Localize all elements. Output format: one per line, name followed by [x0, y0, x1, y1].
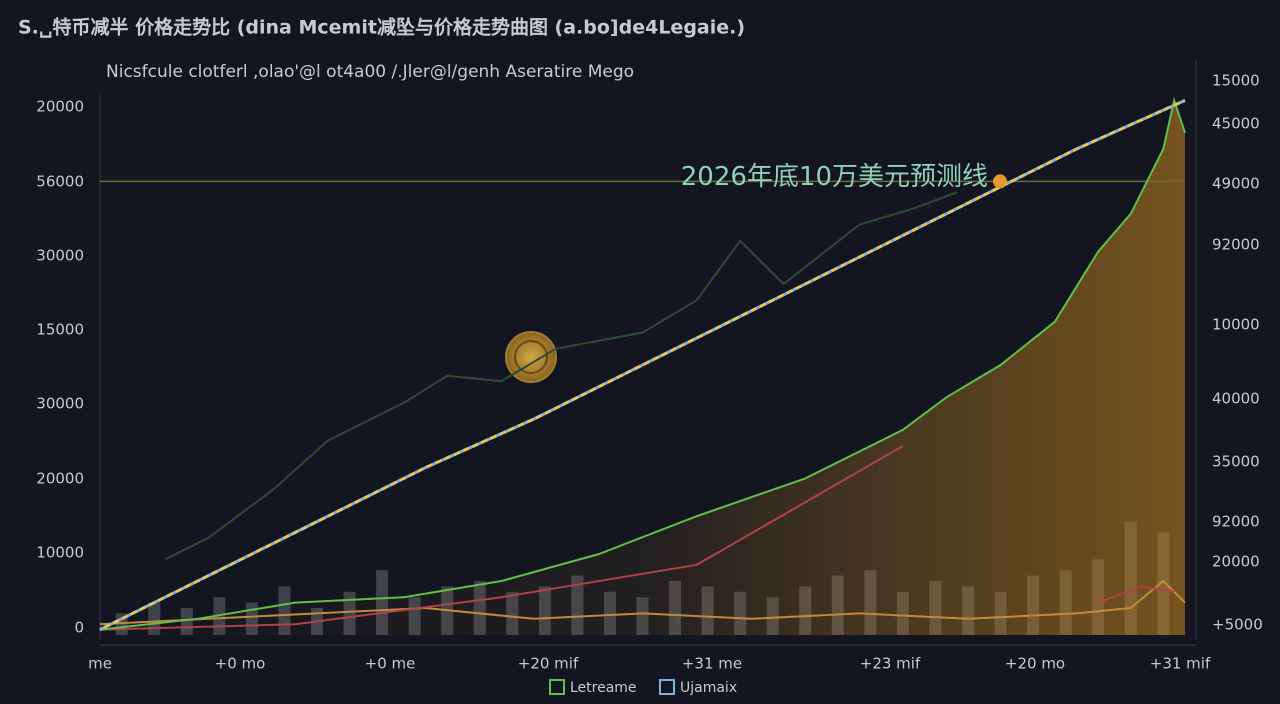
y2-tick-label: 49000	[1212, 175, 1260, 193]
chart-title: S.␣特币减半 价格走势比 (dina Mcemit减坠与价格走势曲图 (a.b…	[18, 16, 745, 39]
coin-icon	[505, 331, 557, 383]
y-tick-label: 30000	[36, 247, 84, 265]
y-tick-label: 15000	[36, 321, 84, 339]
y-tick-label: 0	[74, 619, 84, 637]
chart-subtitle: Nicsfcule clotferl ,olao'@l ot4a00 /.Jle…	[106, 62, 634, 82]
annotation-text: 2026年底10万美元预测线	[681, 162, 988, 192]
legend-label: Letreame	[570, 680, 637, 696]
legend-swatch	[659, 679, 675, 695]
x-tick-label: +20 mif	[518, 655, 579, 673]
y2-tick-label: 92000	[1212, 513, 1260, 531]
y2-tick-label: 15000	[1212, 72, 1260, 90]
x-tick-label: +31 mif	[1150, 655, 1211, 673]
y-tick-label: 20000	[36, 98, 84, 116]
x-tick-label: +0 me	[365, 655, 416, 673]
x-tick-label: +0 mo	[215, 655, 266, 673]
series-line	[99, 99, 1186, 631]
y2-tick-label: 35000	[1212, 453, 1260, 471]
y2-tick-label: 10000	[1212, 316, 1260, 334]
legend-swatch	[549, 679, 565, 695]
y-tick-label: 10000	[36, 544, 84, 562]
y-tick-label: 30000	[36, 395, 84, 413]
y2-tick-label: 20000	[1212, 553, 1260, 571]
x-tick-label: me	[88, 655, 112, 673]
series-line	[164, 191, 958, 561]
area-fill	[100, 100, 1185, 635]
y2-tick-label: 45000	[1212, 115, 1260, 133]
y2-tick-label: 40000	[1212, 390, 1260, 408]
x-tick-label: +20 mo	[1005, 655, 1065, 673]
legend: Letreame Ujamaix	[549, 679, 737, 696]
annotation-dot	[993, 174, 1007, 189]
legend-label: Ujamaix	[680, 680, 737, 696]
y2-tick-label: 92000	[1212, 236, 1260, 254]
series-line	[99, 445, 1175, 631]
x-tick-label: +23 mif	[860, 655, 921, 673]
y-tick-label: 56000	[36, 173, 84, 191]
x-tick-label: +31 me	[682, 655, 742, 673]
series-line	[99, 96, 1186, 631]
series-line	[99, 579, 1186, 626]
y-tick-label: 20000	[36, 470, 84, 488]
y2-tick-label: +5000	[1212, 616, 1263, 634]
